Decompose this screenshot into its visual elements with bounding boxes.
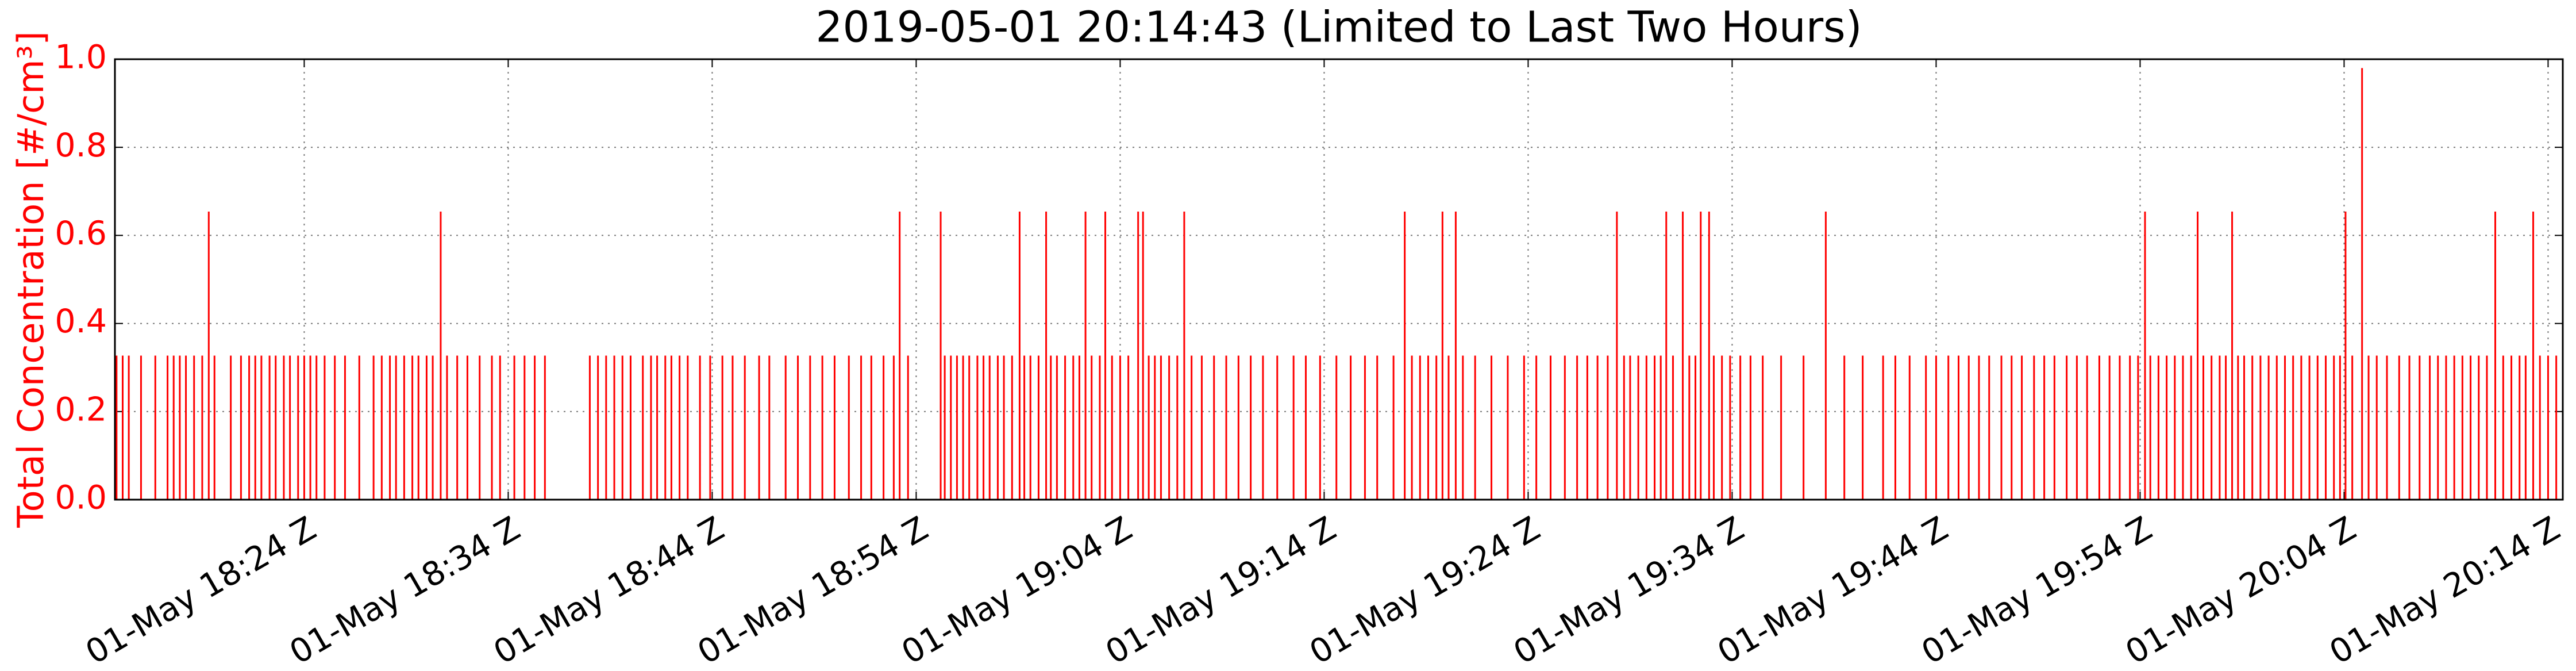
x-tick-label: 01-May 20:04 Z <box>2119 509 2362 671</box>
y-axis-label: Total Concentration [#/cm³] <box>10 31 52 528</box>
x-tick-label: 01-May 18:24 Z <box>79 509 322 671</box>
y-tick-label: 1.0 <box>55 39 107 76</box>
plot-frame <box>114 58 2564 501</box>
x-tick-label: 01-May 18:54 Z <box>691 509 934 671</box>
y-tick-label: 0.0 <box>55 479 107 517</box>
y-tick-label: 0.2 <box>55 390 107 428</box>
x-tick-label: 01-May 20:14 Z <box>2323 509 2566 671</box>
x-tick-label: 01-May 19:14 Z <box>1099 509 1342 671</box>
x-tick-label: 01-May 18:34 Z <box>283 509 526 671</box>
y-tick-label: 0.4 <box>55 302 107 340</box>
y-tick-label: 0.8 <box>55 126 107 164</box>
x-tick-label: 01-May 19:54 Z <box>1915 509 2158 671</box>
x-tick-label: 01-May 19:34 Z <box>1507 509 1750 671</box>
x-tick-label: 01-May 19:44 Z <box>1711 509 1954 671</box>
chart-title: 2019-05-01 20:14:43 (Limited to Last Two… <box>815 3 1862 52</box>
x-tick-label: 01-May 19:04 Z <box>895 509 1138 671</box>
x-tick-label: 01-May 18:44 Z <box>487 509 730 671</box>
y-tick-label: 0.6 <box>55 214 107 252</box>
x-tick-label: 01-May 19:24 Z <box>1303 509 1546 671</box>
